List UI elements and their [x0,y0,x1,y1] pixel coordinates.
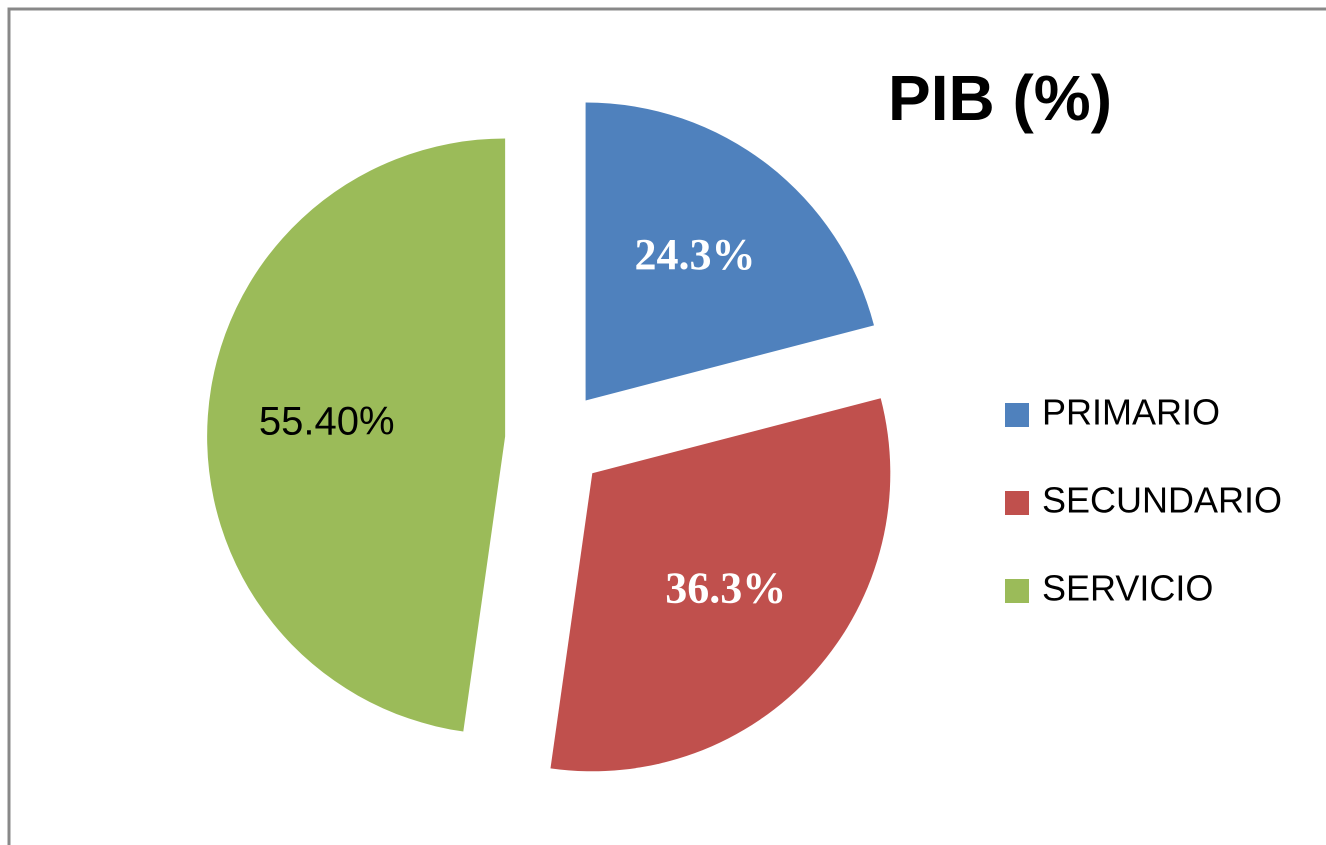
legend-swatch [1005,403,1029,427]
legend-swatch [1005,491,1029,515]
data-label: 36.3% [665,563,786,612]
pie-slice [207,138,506,732]
data-label: 55.40% [259,399,395,443]
legend-swatch [1005,579,1029,603]
pie-slice [585,102,874,401]
data-label: 24.3% [634,230,755,279]
legend-label: PRIMARIO [1042,392,1220,433]
pie-slice [550,398,891,772]
chart-title: PIB (%) [888,62,1112,134]
legend-label: SECUNDARIO [1042,480,1282,521]
legend-label: SERVICIO [1042,568,1213,609]
